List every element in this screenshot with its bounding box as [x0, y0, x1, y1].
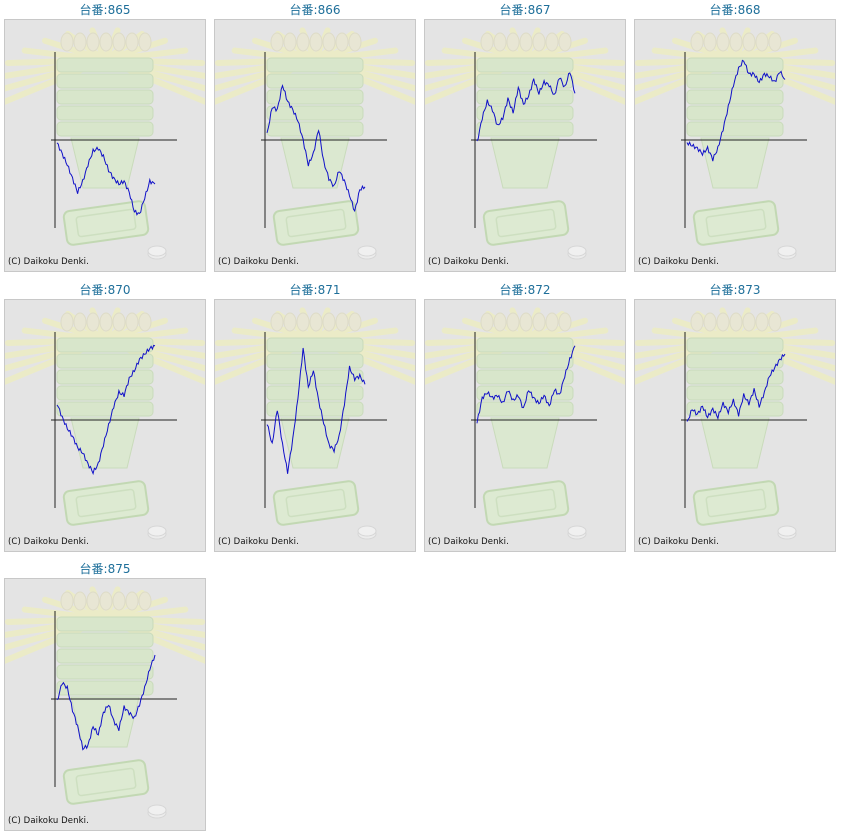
machine-number-label: 872	[527, 283, 551, 297]
slump-graph	[635, 27, 835, 260]
machine-number-label: 870	[107, 283, 131, 297]
copyright-text: (C) Daikoku Denki.	[428, 257, 509, 267]
machine-number-label: 867	[527, 3, 551, 17]
copyright-text: (C) Daikoku Denki.	[8, 537, 89, 547]
slump-graph	[215, 27, 415, 260]
machine-number-label: 868	[737, 3, 761, 17]
series-line	[476, 72, 576, 142]
machine-number-prefix: 台番:	[79, 562, 108, 576]
copyright-text: (C) Daikoku Denki.	[428, 537, 509, 547]
copyright-text: (C) Daikoku Denki.	[638, 257, 719, 267]
graph-panel: (C) Daikoku Denki.	[214, 299, 416, 552]
machine-graph-867: 台番:867 (C) Daikoku Denki.	[424, 0, 626, 272]
graph-panel: (C) Daikoku Denki.	[424, 19, 626, 272]
series-line	[686, 59, 786, 162]
copyright-text: (C) Daikoku Denki.	[8, 257, 89, 267]
machine-number-prefix: 台番:	[289, 3, 318, 17]
series-line	[56, 344, 156, 476]
series-line	[56, 142, 156, 216]
machine-number-prefix: 台番:	[79, 283, 108, 297]
slump-graph	[5, 27, 205, 260]
machine-illustration-watermark	[425, 307, 625, 540]
machine-number-label: 873	[737, 283, 761, 297]
machine-illustration-watermark	[425, 27, 625, 260]
machine-graph-875: 台番:875 (C) Daikoku Denki.	[4, 559, 206, 831]
machine-number-title[interactable]: 台番:871	[214, 283, 416, 297]
series-line	[266, 83, 366, 213]
machine-number-label: 871	[317, 283, 341, 297]
machine-illustration-watermark	[635, 27, 835, 260]
machine-illustration-watermark	[5, 586, 205, 819]
machine-number-title[interactable]: 台番:875	[4, 562, 206, 576]
machine-illustration-watermark	[5, 27, 205, 260]
series-line	[266, 347, 366, 474]
slump-graph	[5, 586, 205, 819]
machine-number-title[interactable]: 台番:868	[634, 3, 836, 17]
machine-number-title[interactable]: 台番:867	[424, 3, 626, 17]
machine-number-prefix: 台番:	[499, 3, 528, 17]
machine-number-label: 875	[107, 562, 131, 576]
graph-panel: (C) Daikoku Denki.	[634, 299, 836, 552]
machine-illustration-watermark	[5, 307, 205, 540]
machine-graph-872: 台番:872 (C) Daikoku Denki.	[424, 280, 626, 552]
machine-illustration-watermark	[215, 307, 415, 540]
slump-graph	[215, 307, 415, 540]
machine-number-title[interactable]: 台番:865	[4, 3, 206, 17]
machine-number-title[interactable]: 台番:873	[634, 283, 836, 297]
machine-number-prefix: 台番:	[709, 283, 738, 297]
slump-graph	[635, 307, 835, 540]
graph-panel: (C) Daikoku Denki.	[424, 299, 626, 552]
machine-number-prefix: 台番:	[499, 283, 528, 297]
graph-panel: (C) Daikoku Denki.	[214, 19, 416, 272]
series-line	[56, 654, 156, 751]
series-line	[686, 353, 786, 422]
machine-graph-871: 台番:871 (C) Daikoku Denki.	[214, 280, 416, 552]
copyright-text: (C) Daikoku Denki.	[218, 537, 299, 547]
series-line	[476, 345, 576, 424]
machine-number-title[interactable]: 台番:870	[4, 283, 206, 297]
graph-panel: (C) Daikoku Denki.	[4, 578, 206, 831]
machine-number-prefix: 台番:	[709, 3, 738, 17]
machine-number-title[interactable]: 台番:866	[214, 3, 416, 17]
slump-graph	[425, 27, 625, 260]
copyright-text: (C) Daikoku Denki.	[218, 257, 299, 267]
slump-graph	[425, 307, 625, 540]
slump-graph	[5, 307, 205, 540]
machine-number-prefix: 台番:	[289, 283, 318, 297]
machine-number-prefix: 台番:	[79, 3, 108, 17]
machine-graph-870: 台番:870 (C) Daikoku Denki.	[4, 280, 206, 552]
machine-number-title[interactable]: 台番:872	[424, 283, 626, 297]
machine-number-label: 865	[107, 3, 131, 17]
graph-panel: (C) Daikoku Denki.	[4, 299, 206, 552]
copyright-text: (C) Daikoku Denki.	[638, 537, 719, 547]
copyright-text: (C) Daikoku Denki.	[8, 816, 89, 826]
machine-graph-873: 台番:873 (C) Daikoku Denki.	[634, 280, 836, 552]
machine-illustration-watermark	[215, 27, 415, 260]
machine-number-label: 866	[317, 3, 341, 17]
graph-panel: (C) Daikoku Denki.	[634, 19, 836, 272]
machine-graph-868: 台番:868 (C) Daikoku Denki.	[634, 0, 836, 272]
machine-illustration-watermark	[635, 307, 835, 540]
machine-graph-866: 台番:866 (C) Daikoku Denki.	[214, 0, 416, 272]
machine-graph-865: 台番:865 (C) Daikoku Denki.	[4, 0, 206, 272]
graph-panel: (C) Daikoku Denki.	[4, 19, 206, 272]
